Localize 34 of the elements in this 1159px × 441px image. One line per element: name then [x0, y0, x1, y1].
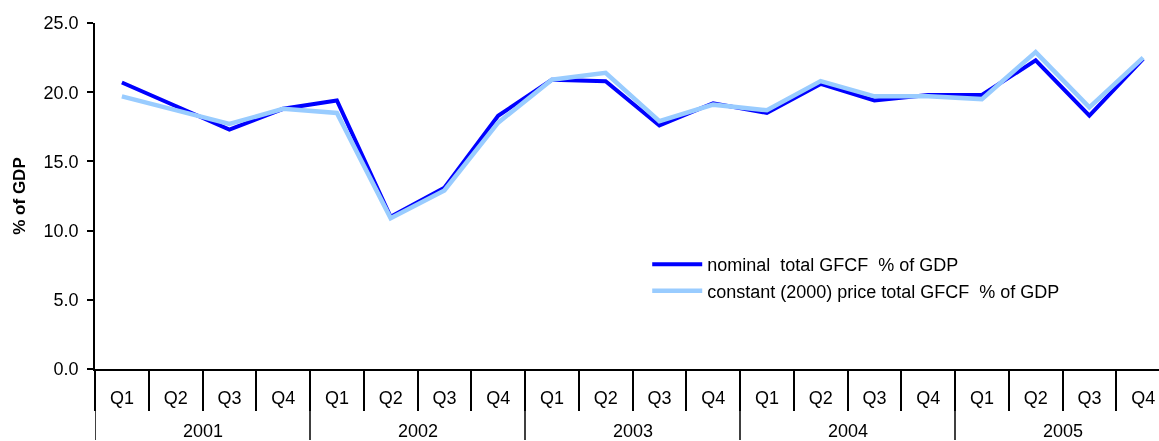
x-tick-label: Q4	[486, 388, 511, 409]
x-tick-label: Q1	[324, 388, 349, 409]
x-tick-label: Q1	[969, 388, 994, 409]
x-tick-label: Q3	[432, 388, 457, 409]
x-tick-label: Q3	[217, 388, 242, 409]
x-tick-label: Q2	[378, 388, 403, 409]
x-tick-label: Q3	[647, 388, 672, 409]
text: 2001	[183, 421, 224, 441]
text: 2003	[613, 421, 654, 441]
y-tick-label: 5.0	[53, 290, 79, 311]
y-tick-label: 15.0	[43, 151, 79, 172]
x-tick-label: Q4	[916, 388, 941, 409]
x-tick-label: Q4	[1131, 388, 1156, 409]
x-tick-label: Q1	[754, 388, 779, 409]
x-tick-label: Q2	[163, 388, 188, 409]
legend-label: nominal total GFCF % of GDP	[707, 255, 959, 276]
x-tick-label: Q1	[109, 388, 134, 409]
y-tick-label: 10.0	[43, 220, 79, 241]
y-axis-title: % of GDP	[9, 157, 29, 235]
y-tick-label: 25.0	[43, 13, 79, 34]
text: 2005	[1043, 421, 1084, 441]
y-tick-label: 20.0	[43, 82, 79, 103]
x-tick-label: Q3	[862, 388, 887, 409]
x-tick-label: Q2	[593, 388, 618, 409]
y-tick-label: 0.0	[53, 359, 79, 380]
x-tick-label: Q4	[701, 388, 726, 409]
x-tick-label: Q4	[271, 388, 296, 409]
text: 2002	[398, 421, 439, 441]
legend-label: constant (2000) price total GFCF % of GDP	[707, 281, 1060, 302]
x-tick-label: Q2	[1023, 388, 1048, 409]
x-tick-label: Q1	[539, 388, 564, 409]
x-tick-label: Q3	[1077, 388, 1102, 409]
text: 2004	[828, 421, 869, 441]
x-tick-label: Q2	[808, 388, 833, 409]
